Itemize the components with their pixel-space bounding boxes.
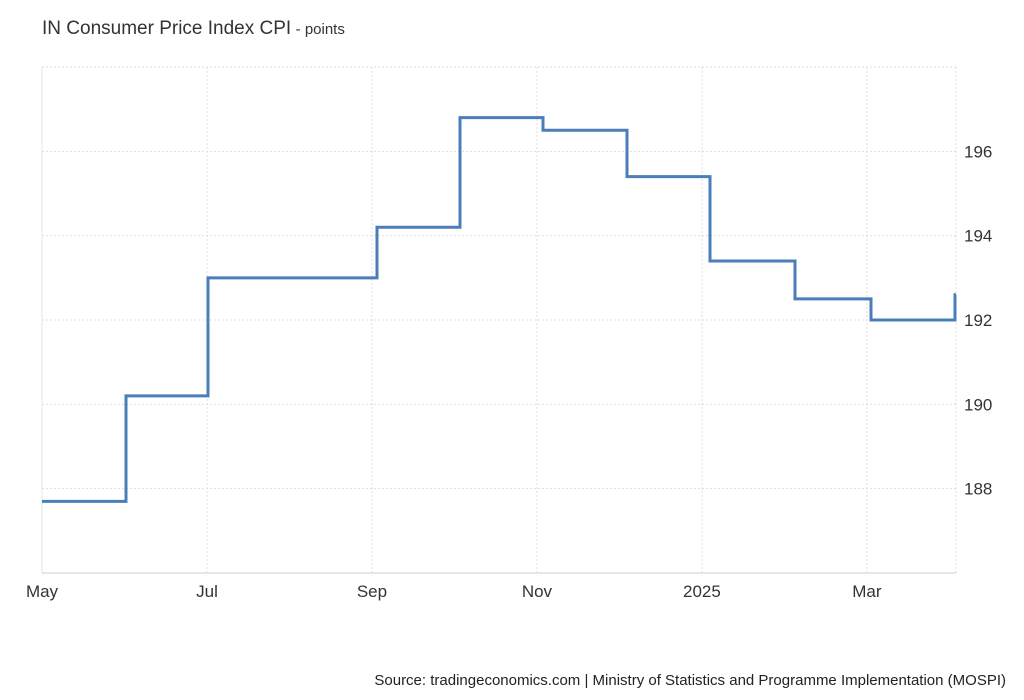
x-tick-label: Sep [357,582,387,601]
y-tick-label: 194 [964,227,992,246]
x-tick-label: Jul [196,582,218,601]
x-tick-label: May [26,582,59,601]
chart-title-text: IN Consumer Price Index CPI [42,18,292,39]
chart-title: IN Consumer Price Index CPI - points [42,18,345,40]
x-tick-label: Nov [522,582,553,601]
y-tick-label: 196 [964,142,992,161]
x-tick-label: Mar [852,582,882,601]
source-attribution: Source: tradingeconomics.com | Ministry … [374,672,1006,689]
y-tick-label: 188 [964,480,992,499]
chart-unit-label: - points [295,21,345,38]
cpi-series-line [42,116,957,503]
y-tick-label: 190 [964,395,992,414]
y-tick-label: 192 [964,311,992,330]
x-tick-label: 2025 [683,582,721,601]
